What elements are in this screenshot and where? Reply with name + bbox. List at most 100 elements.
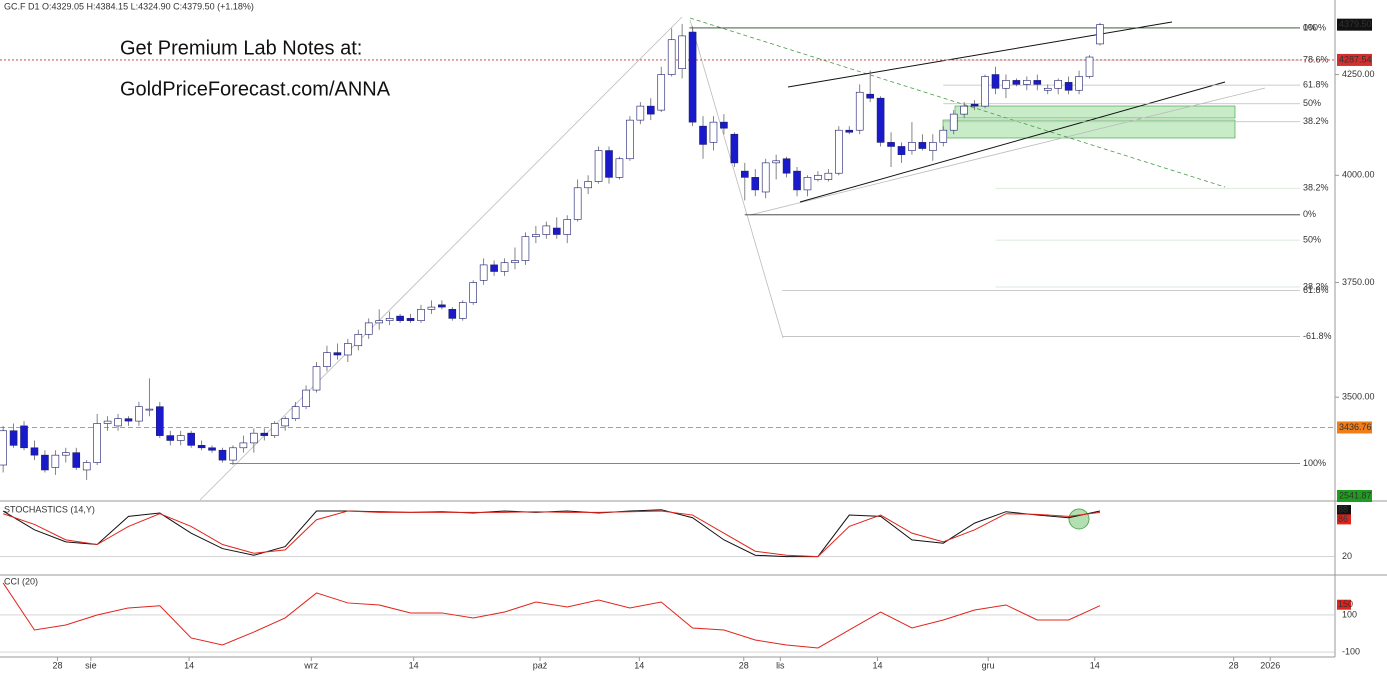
x-tick-label: sie — [85, 660, 97, 670]
candle-body — [479, 264, 488, 281]
x-tick-label: 14 — [409, 660, 419, 670]
x-tick-label: 2026 — [1260, 660, 1280, 670]
indicator-line — [2, 510, 1101, 558]
candle-body — [458, 302, 467, 319]
candle-body — [594, 150, 603, 182]
candle-body — [991, 74, 1000, 89]
candle-body — [427, 306, 436, 310]
candle-body — [688, 31, 697, 123]
price-label: 4379.50 — [1339, 19, 1372, 29]
candle-body — [187, 432, 195, 446]
y-tick-label: 4250.00 — [1342, 69, 1375, 79]
x-tick-label: wrz — [303, 660, 318, 670]
value-box — [1337, 514, 1351, 525]
candle-body — [793, 170, 801, 191]
candle-body — [344, 343, 352, 356]
candle-body — [72, 452, 81, 468]
panel-title: CCI (20) — [4, 576, 38, 586]
zone — [954, 105, 1236, 119]
value-label: 150 — [1338, 599, 1353, 609]
candle-body — [730, 133, 739, 164]
candle-body — [20, 425, 28, 449]
annotation: GoldPriceForecast.com/ANNA — [120, 78, 391, 100]
candle-body — [678, 35, 686, 69]
candle-body — [490, 264, 498, 272]
candle-body — [448, 309, 457, 319]
candle-body — [385, 318, 394, 321]
candle-body — [166, 435, 175, 441]
candle-body — [949, 113, 958, 131]
x-tick-label: 28 — [52, 660, 62, 670]
candle-body — [145, 408, 154, 411]
candle-body — [218, 449, 227, 461]
candle-body — [124, 418, 133, 422]
trend-line — [787, 21, 1173, 88]
trend-line — [199, 16, 683, 501]
candle-body — [636, 105, 645, 121]
level-label: 0% — [1303, 22, 1316, 32]
indicator-line — [2, 582, 1101, 649]
candle-body — [782, 158, 791, 174]
candle-body — [0, 430, 7, 466]
candle-body — [1012, 80, 1021, 85]
level-label: 38.2% — [1303, 183, 1329, 193]
candle-body — [176, 435, 185, 441]
candle-body — [814, 174, 822, 180]
candle-body — [62, 452, 70, 456]
value-box — [1337, 599, 1351, 610]
candle-body — [354, 333, 363, 347]
candle-body — [260, 432, 269, 436]
candle-body — [250, 432, 258, 444]
candle-body — [741, 170, 749, 178]
y-tick-label: 3750.00 — [1342, 277, 1375, 287]
trend-line — [799, 81, 1226, 203]
candle-body — [438, 304, 446, 308]
candle-body — [312, 366, 321, 391]
candle-body — [803, 177, 812, 191]
level-label: 50% — [1303, 234, 1321, 244]
candle-body — [970, 103, 979, 107]
candle-body — [835, 129, 843, 174]
level-label: 50% — [1303, 98, 1321, 108]
candle-body — [521, 236, 530, 261]
candle-body — [939, 129, 948, 143]
candle-body — [1033, 80, 1042, 85]
candle-body — [1043, 87, 1052, 91]
candle-body — [93, 423, 101, 463]
candle-body — [103, 420, 112, 424]
candle-body — [897, 146, 906, 155]
level-label: 38.2% — [1303, 281, 1329, 291]
candle-body — [845, 129, 854, 133]
candle-body — [156, 406, 164, 436]
x-tick-label: 28 — [1229, 660, 1239, 670]
candle-body — [960, 105, 968, 115]
candle-body — [197, 445, 206, 449]
candle-body — [239, 442, 248, 449]
candle-body — [82, 462, 91, 471]
candle-body — [605, 150, 613, 178]
trend-line — [749, 87, 1266, 216]
price-box — [1337, 490, 1372, 502]
candle-body — [1064, 82, 1073, 91]
candle-body — [270, 423, 279, 436]
candle-body — [323, 352, 331, 367]
candle-body — [542, 225, 551, 235]
x-tick-label: 14 — [184, 660, 194, 670]
candle-body — [751, 177, 760, 191]
value-box — [1337, 505, 1351, 516]
value-label: 86 — [1338, 514, 1348, 524]
candle-body — [552, 227, 561, 235]
level-label: 100% — [1303, 22, 1326, 32]
candle-body — [929, 142, 937, 151]
candle-body — [51, 454, 60, 468]
candle-body — [281, 418, 289, 427]
candle-body — [1085, 56, 1094, 77]
candle-body — [375, 320, 383, 324]
price-box — [1337, 18, 1372, 31]
value-label: 88 — [1338, 504, 1348, 514]
price-box — [1337, 421, 1372, 434]
candle-body — [876, 97, 885, 143]
candle-body — [406, 318, 415, 321]
candle-body — [626, 119, 634, 160]
candle-body — [396, 315, 404, 321]
